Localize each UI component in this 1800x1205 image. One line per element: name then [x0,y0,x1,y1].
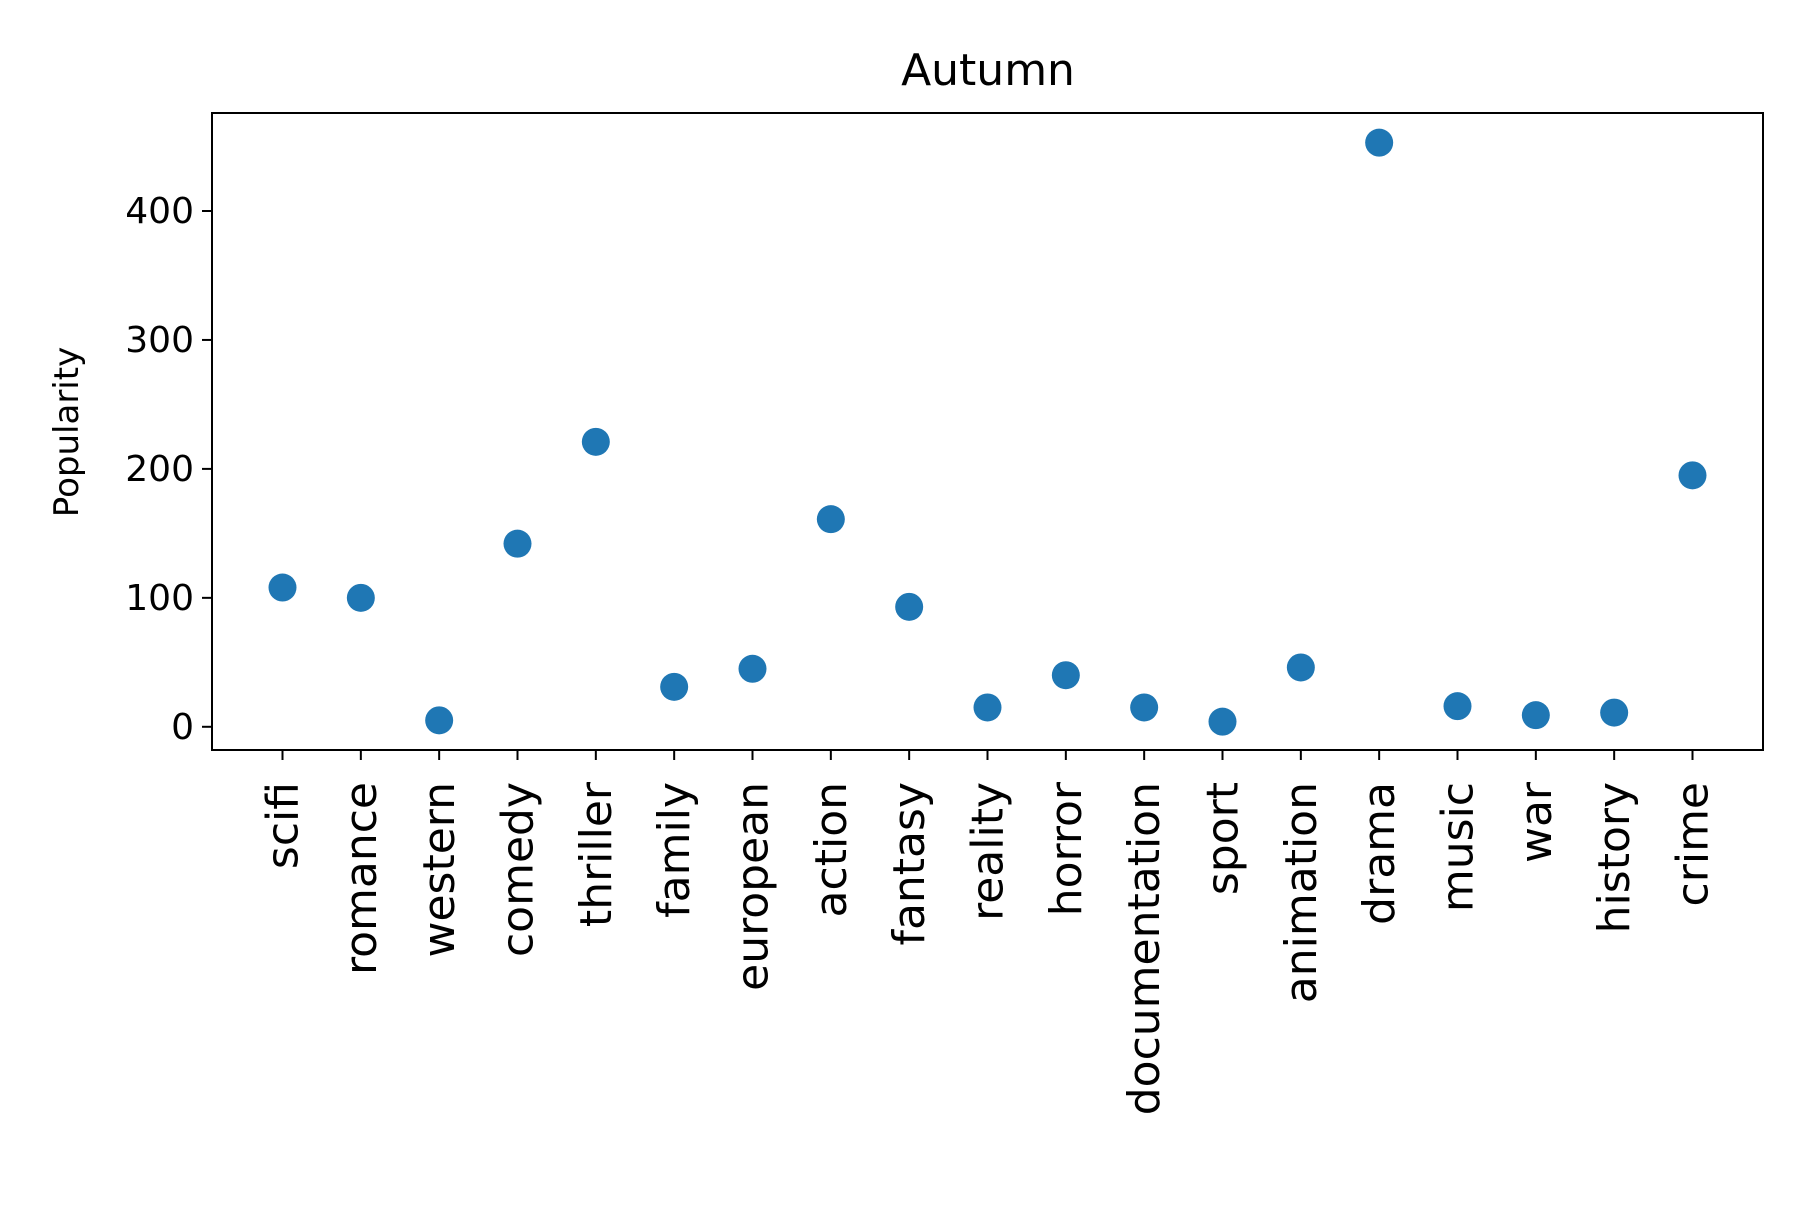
x-tick-label: romance [336,782,387,975]
y-tick-label: 200 [125,449,194,490]
data-point-family [660,672,689,701]
y-tick-label: 300 [125,320,194,361]
data-point-comedy [503,529,532,558]
x-tick-label: sport [1198,782,1249,895]
x-tick-label: war [1511,781,1562,863]
y-tick-label: 400 [125,191,194,232]
x-tick-label: european [728,782,779,991]
data-point-scifi [268,573,297,602]
y-axis: 0 100 200 300 400 [125,191,212,748]
x-tick-label: drama [1354,782,1405,925]
y-tick-label: 0 [171,707,194,748]
x-tick-label: horror [1041,781,1092,916]
x-tick-label: documentation [1119,782,1170,1115]
data-point-fantasy [895,592,924,621]
x-tick-label: music [1433,782,1484,912]
data-point-drama [1365,128,1394,157]
data-point-horror [1051,661,1080,690]
data-point-action [816,505,845,534]
y-tick-label: 100 [125,578,194,619]
data-points [268,128,1707,736]
data-point-thriller [581,427,610,456]
chart-title: Autumn [901,45,1075,96]
x-tick-label: crime [1668,782,1719,906]
x-tick-label: scifi [258,782,309,869]
data-point-romance [346,583,375,612]
x-tick-label: family [649,782,700,918]
x-tick-label: reality [963,782,1014,921]
data-point-history [1600,698,1629,727]
x-tick-label: comedy [493,782,544,957]
x-tick-label: fantasy [884,782,935,946]
data-point-documentation [1130,693,1159,722]
x-tick-label: western [414,782,465,958]
y-axis-label: Popularity [47,347,87,517]
data-point-reality [973,693,1002,722]
plot-area-frame [211,112,1764,751]
x-tick-label: thriller [571,781,622,927]
x-tick-label: action [806,782,857,917]
data-point-crime [1678,461,1707,490]
data-point-music [1443,692,1472,721]
data-point-sport [1208,707,1237,736]
x-axis: scifi romance western comedy thriller family e… [258,750,1719,1115]
x-tick-label: history [1589,782,1640,933]
data-point-european [738,654,767,683]
x-tick-label: animation [1276,782,1327,1003]
data-point-animation [1286,653,1315,682]
data-point-western [425,706,454,735]
data-point-war [1521,701,1550,730]
